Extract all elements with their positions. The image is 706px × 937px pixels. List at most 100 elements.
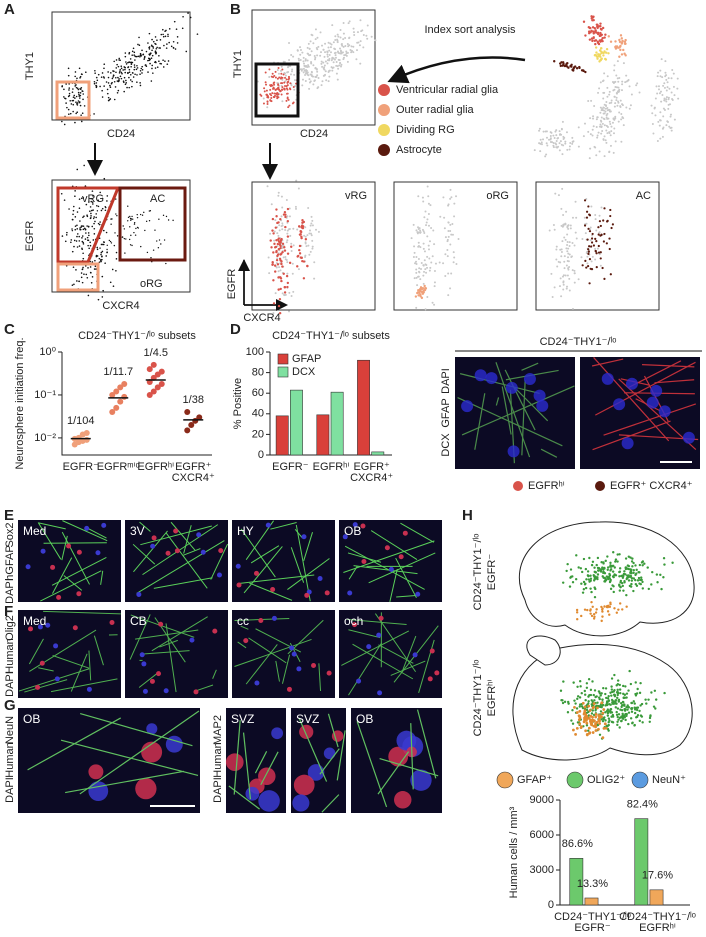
decor-dot <box>634 694 638 697</box>
decor-dot <box>308 253 311 256</box>
decor-dot <box>127 72 129 75</box>
decor-dot <box>116 91 119 94</box>
decor-dot <box>266 102 269 105</box>
decor-dot <box>284 84 287 87</box>
decor-dot <box>166 43 168 45</box>
decor-dot <box>609 691 612 694</box>
data-point <box>146 391 153 398</box>
decor-dot <box>313 261 316 264</box>
decor-dot <box>558 130 561 133</box>
decor-dot <box>623 696 627 699</box>
decor-dot <box>80 276 83 279</box>
decor-dot <box>121 72 123 75</box>
brain-label: EGFR⁻ <box>486 554 498 591</box>
decor-dot <box>560 128 563 131</box>
decor-dot <box>287 65 290 68</box>
decor-nucleus <box>523 373 536 386</box>
decor-dot <box>599 705 602 709</box>
decor-dot <box>124 52 127 54</box>
decor-dot <box>420 262 423 265</box>
decor-dot <box>657 120 660 123</box>
decor-dot <box>597 244 600 248</box>
decor-dot <box>573 699 576 702</box>
decor-dot <box>310 234 313 237</box>
decor-dot <box>265 89 268 92</box>
decor-dot <box>123 66 126 68</box>
decor-dot <box>423 231 426 234</box>
decor-cell <box>88 764 104 780</box>
decor-process <box>88 650 92 681</box>
decor-dot <box>173 20 176 23</box>
decor-dot <box>618 570 621 574</box>
decor-dot <box>286 235 290 238</box>
decor-dot <box>115 59 118 61</box>
decor-dot <box>85 273 88 276</box>
decor-process <box>165 532 208 589</box>
decor-dot <box>602 106 605 109</box>
decor-dot <box>439 215 442 218</box>
decor-dot <box>86 236 89 239</box>
decor-dot <box>136 64 138 67</box>
decor-dot <box>593 39 596 42</box>
decor-dot <box>425 221 428 224</box>
decor-dot <box>665 100 668 103</box>
legend-swatch <box>277 353 289 365</box>
decor-dot <box>279 217 282 221</box>
decor-dot <box>615 99 618 102</box>
decor-dot <box>613 673 616 677</box>
decor-dot <box>569 568 573 571</box>
decor-process <box>343 540 435 573</box>
decor-dot <box>619 701 623 705</box>
decor-dot <box>624 42 627 45</box>
decor-dot <box>282 73 285 76</box>
decor-dot <box>597 719 601 722</box>
decor-process <box>51 557 107 586</box>
decor-dot <box>616 688 619 692</box>
decor-dot <box>326 50 329 53</box>
decor-dot <box>591 605 594 608</box>
decor-dot <box>595 252 598 255</box>
decor-dot <box>277 238 280 241</box>
legend-label: NeuN⁺ <box>652 774 686 786</box>
decor-dot <box>659 137 662 140</box>
decor-process <box>319 748 340 775</box>
decor-dot <box>277 234 280 237</box>
decor-dot <box>72 266 75 268</box>
decor-dot <box>96 210 99 212</box>
decor-dot <box>102 289 104 292</box>
decor-dot <box>79 92 82 94</box>
decor-dot <box>162 28 164 31</box>
x-tick-label: EGFR⁻ <box>272 461 309 473</box>
decor-dot <box>594 715 598 719</box>
decor-dot <box>286 207 290 211</box>
decor-nucleus <box>347 590 353 596</box>
decor-nucleus <box>193 689 199 695</box>
decor-dot <box>273 230 276 233</box>
decor-process <box>461 385 575 436</box>
decor-dot <box>75 269 77 271</box>
decor-dot <box>329 46 332 49</box>
decor-dot <box>65 234 68 236</box>
decor-dot <box>599 47 603 50</box>
decor-dot <box>635 708 639 712</box>
decor-dot <box>591 680 594 683</box>
decor-dot <box>614 706 617 709</box>
decor-dot <box>563 260 566 263</box>
decor-dot <box>585 578 588 581</box>
decor-dot <box>124 252 126 254</box>
decor-dot <box>281 242 285 246</box>
decor-nucleus <box>342 534 348 540</box>
decor-dot <box>538 129 541 132</box>
decor-dot <box>296 265 299 268</box>
decor-dot <box>304 59 307 62</box>
decor-dot <box>593 27 597 30</box>
x-tick-label: CD24⁻THY1⁻/ˡᵒ <box>554 911 631 923</box>
decor-dot <box>574 231 577 234</box>
decor-dot <box>314 28 317 31</box>
decor-dot <box>630 579 634 582</box>
decor-dot <box>288 207 291 210</box>
legend-label: Astrocyte <box>396 144 442 156</box>
decor-dot <box>299 58 302 61</box>
image-label: OB <box>356 712 373 726</box>
decor-dot <box>607 699 611 702</box>
